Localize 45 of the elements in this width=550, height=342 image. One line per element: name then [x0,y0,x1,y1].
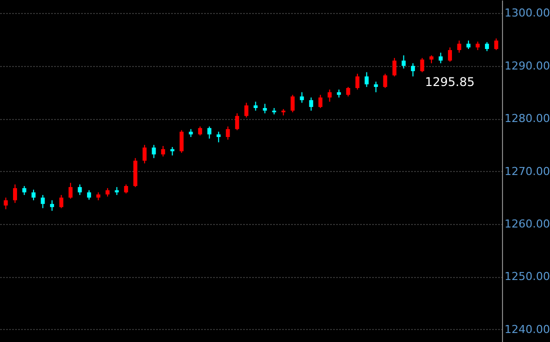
candlestick [32,189,36,201]
y-tick-label: 1300.00 [504,6,550,20]
candlestick [142,144,147,164]
candlestick [50,200,54,212]
candlestick [328,89,332,102]
candlestick [262,103,267,114]
candlestick [87,190,92,200]
candlestick [290,94,295,113]
candlestick [420,57,424,73]
candlestick [300,92,304,104]
candlestick [152,144,156,159]
candlestick [494,38,498,51]
candlestick [438,52,443,64]
candlestick [226,126,230,140]
candlestick [346,86,350,97]
candlestick [216,131,221,143]
y-tick-label: 1260.00 [504,217,550,230]
annotation: 1295.85 [425,75,475,89]
candlestick [78,184,82,196]
candlestick [392,57,396,77]
candlestick [364,72,369,88]
candlestick [180,130,184,154]
candlestick [383,73,388,89]
candlestick [318,94,322,109]
y-tick-label: 1280.00 [504,112,550,126]
y-tick-label: 1240.00 [504,322,550,336]
candlestick [161,145,166,158]
candlestick [13,184,18,204]
candlestick [207,126,212,140]
candlestick [402,54,406,70]
candlestick [59,194,64,209]
y-tick-label: 1250.00 [504,270,550,284]
candlestick [457,40,462,54]
y-tick-label: 1290.00 [504,59,550,72]
candlestick [4,197,8,210]
candlestick [40,194,45,209]
candlestick [448,46,452,62]
candlestick [374,81,378,93]
candlestick [309,96,314,112]
candlestick [244,102,248,118]
y-tick-label: 1270.00 [504,164,550,178]
candlestick [68,182,73,200]
candlestick [410,62,415,77]
candlestick [355,73,360,90]
candlestick [235,112,240,131]
